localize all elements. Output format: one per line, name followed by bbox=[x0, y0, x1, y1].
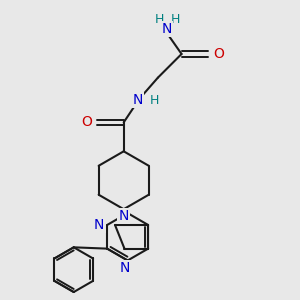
Text: N: N bbox=[120, 261, 130, 275]
Text: H: H bbox=[170, 13, 180, 26]
Text: N: N bbox=[162, 22, 172, 36]
Text: N: N bbox=[118, 209, 129, 223]
Text: O: O bbox=[81, 116, 92, 129]
Text: N: N bbox=[94, 218, 104, 232]
Text: H: H bbox=[149, 94, 159, 106]
Text: H: H bbox=[154, 13, 164, 26]
Text: N: N bbox=[133, 93, 143, 107]
Text: O: O bbox=[213, 47, 224, 61]
